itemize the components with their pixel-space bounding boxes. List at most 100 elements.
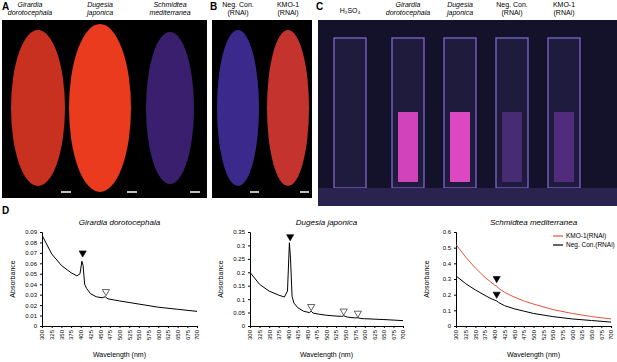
- x-axis-title: Wavelength (nm): [93, 351, 146, 359]
- tick: 625: [165, 326, 171, 340]
- tick: 0: [448, 323, 456, 329]
- panel-label: C: [316, 1, 323, 12]
- tick-label: 0.2: [237, 270, 246, 276]
- tick-mark: [187, 326, 188, 328]
- tick: 425: [295, 326, 301, 340]
- photo-background: [212, 20, 312, 198]
- tick: 0.05: [233, 310, 250, 316]
- tick-mark: [454, 310, 456, 311]
- tick-label: 0.4: [443, 261, 452, 267]
- tick: 475: [314, 326, 320, 340]
- photo-label: Neg. Con.: [496, 1, 528, 9]
- tick-label: 525: [127, 329, 133, 340]
- tick: 550: [136, 326, 142, 340]
- tick-label: 475: [314, 329, 320, 340]
- tick-label: 550: [343, 329, 349, 340]
- peak-marker: [79, 251, 86, 257]
- tick-label: 450: [98, 329, 104, 340]
- tick-label: 375: [482, 329, 488, 340]
- tick: 375: [276, 326, 282, 340]
- photo-label: Dugesia: [447, 1, 473, 9]
- scale-bar: [250, 191, 259, 193]
- tick-label: 500: [324, 329, 330, 340]
- tick-mark: [485, 326, 486, 328]
- tick-mark: [248, 259, 250, 260]
- photo-label: H₂SO₄: [340, 7, 361, 14]
- tick: 650: [175, 326, 181, 340]
- tick-mark: [40, 305, 42, 306]
- tick-mark: [248, 299, 250, 300]
- tick-label: 375: [68, 329, 74, 340]
- tick-mark: [384, 326, 385, 328]
- tick-label: 0.05: [25, 271, 37, 277]
- tick-label: 575: [146, 329, 152, 340]
- x-axis: 3003253503754004254504755005255505756006…: [453, 326, 614, 340]
- tick-mark: [454, 279, 456, 280]
- chart: Dugesia japonica00.050.10.150.20.250.30.…: [217, 218, 406, 359]
- tick: 0.3: [237, 243, 250, 249]
- y-axis-title: Absorbance: [9, 260, 16, 297]
- tick-label: 0: [242, 323, 246, 329]
- tick-mark: [504, 326, 505, 328]
- worm: [146, 32, 194, 184]
- tick-label: 0.3: [443, 276, 452, 282]
- bench: [318, 188, 617, 206]
- tick-label: 0.07: [25, 250, 37, 256]
- tick-mark: [288, 326, 289, 328]
- plot-area: [42, 235, 197, 311]
- photo-label: Girardia: [396, 1, 421, 8]
- peak-marker: [340, 309, 347, 315]
- tick: 400: [286, 326, 292, 340]
- peak-marker: [493, 277, 500, 283]
- photo-label: (RNAi): [228, 9, 249, 17]
- tick-mark: [40, 326, 42, 327]
- tick: 0: [34, 323, 42, 329]
- tick: 0.2: [443, 292, 456, 298]
- tick: 475: [521, 326, 527, 340]
- cuvette-fluid: [502, 112, 522, 182]
- tick-label: 500: [117, 329, 123, 340]
- tick-mark: [534, 326, 535, 328]
- axis-line: [248, 233, 251, 327]
- tick-label: 400: [286, 329, 292, 340]
- tick: 0.6: [443, 229, 456, 235]
- worm: [217, 30, 259, 186]
- tick-mark: [475, 326, 476, 328]
- tick-label: 500: [531, 329, 537, 340]
- tick-mark: [40, 232, 42, 233]
- tick: 500: [117, 326, 123, 340]
- tick-mark: [81, 326, 82, 328]
- tick: 700: [194, 326, 200, 340]
- tick-mark: [168, 326, 169, 328]
- tick: 675: [185, 326, 191, 340]
- tick: 375: [482, 326, 488, 340]
- chart-title: Schmidtea mediterranea: [490, 218, 578, 227]
- tick-label: 525: [541, 329, 547, 340]
- tick-mark: [601, 326, 602, 328]
- peak-marker: [493, 292, 500, 298]
- tick: 700: [608, 326, 614, 340]
- peak-marker: [287, 235, 294, 241]
- tick-mark: [248, 232, 250, 233]
- photo-label: (RNAi): [278, 9, 299, 17]
- tick-label: 350: [59, 329, 65, 340]
- tick-label: 475: [521, 329, 527, 340]
- tick-mark: [248, 286, 250, 287]
- tick-label: 400: [492, 329, 498, 340]
- y-axis: 00.050.10.150.20.250.30.35: [233, 229, 250, 329]
- tick: 0.4: [443, 261, 456, 267]
- scale-bar: [127, 191, 137, 193]
- photo-label: japonica: [86, 9, 113, 17]
- tick: 600: [570, 326, 576, 340]
- tick: 0.1: [443, 308, 456, 314]
- tick-label: 0.01: [25, 313, 37, 319]
- tick-label: 325: [463, 329, 469, 340]
- tick-label: 600: [156, 329, 162, 340]
- tick-mark: [100, 326, 101, 328]
- tick-label: 625: [372, 329, 378, 340]
- panel-label: B: [210, 1, 217, 12]
- worm: [69, 24, 131, 192]
- tick-label: 650: [381, 329, 387, 340]
- tick: 0.08: [25, 240, 42, 246]
- tick-label: 0.05: [233, 310, 245, 316]
